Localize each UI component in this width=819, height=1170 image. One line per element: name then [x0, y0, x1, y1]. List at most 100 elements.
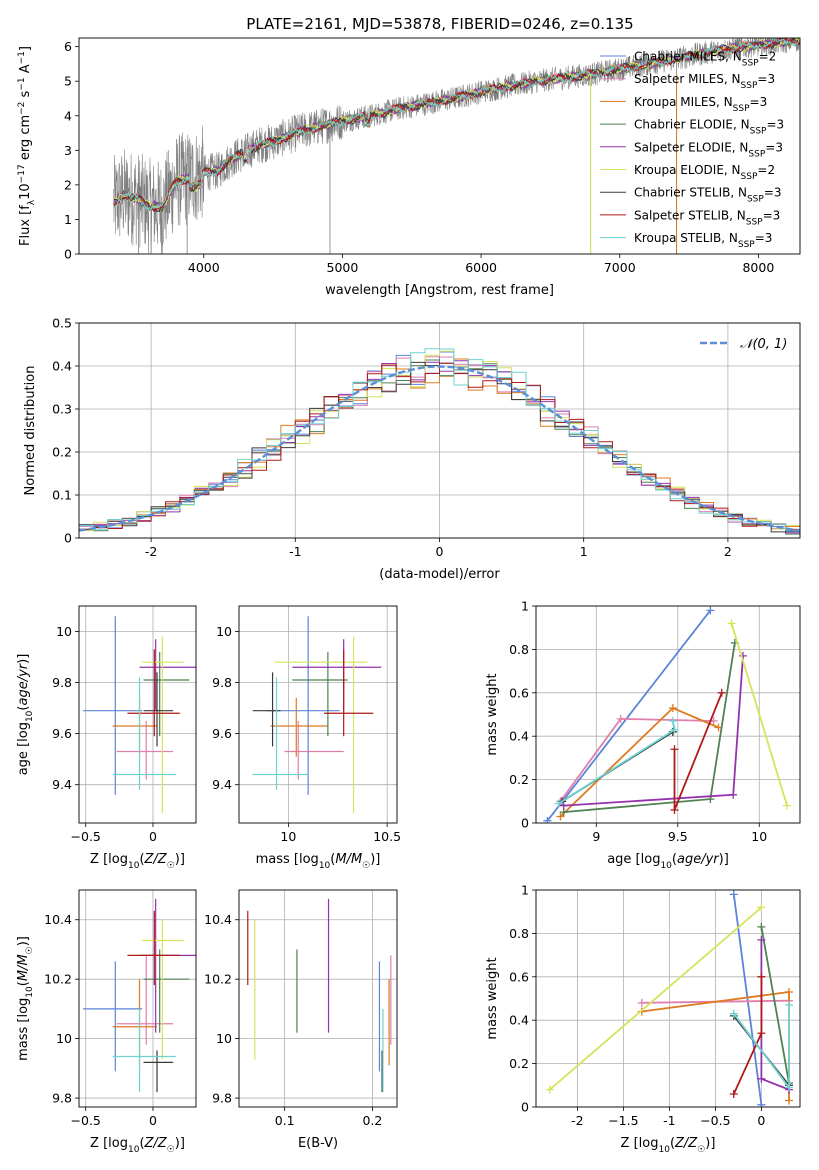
- line-kroupa-elodie: [545, 903, 766, 1094]
- y-axis-label: age [log10(age/yr)]: [16, 654, 35, 776]
- errorbar-salpeter-miles: [116, 720, 174, 780]
- plus-marker: [543, 816, 552, 823]
- y-tick-label: 0.6: [509, 685, 529, 700]
- errorbar-chabrier-elodie: [143, 651, 190, 737]
- y-tick-label: 0.5: [52, 316, 72, 331]
- x-tick-label: −1.5: [608, 1113, 638, 1128]
- axes-spectrum: 4000 5000 6000 7000 8000 0 1 2 3 4 5 6 wavelength [A…: [17, 37, 801, 298]
- plus-marker: [727, 619, 736, 628]
- y-tick-label: 10.2: [204, 972, 232, 987]
- y-tick-label: 9.8: [52, 675, 72, 690]
- frame-massweight-vs-age: [535, 605, 801, 824]
- x-axis-label: Z [log10(Z/Z☉)]: [621, 1136, 716, 1155]
- y-tick-label: 10: [56, 1031, 72, 1046]
- frame-residuals: [78, 322, 801, 539]
- x-axis-label: wavelength [Angstrom, rest frame]: [325, 283, 554, 298]
- errorbar-chabrier-stelib: [143, 1050, 174, 1093]
- y-tick-label: 0: [521, 816, 529, 831]
- y-tick-label: 0.4: [509, 1013, 529, 1028]
- histogram-kroupa-elodie: [79, 350, 800, 532]
- frame-age-vs-Z: [78, 605, 197, 824]
- gaussian-curve: [79, 365, 800, 532]
- data-spectrum-line: [113, 38, 800, 254]
- x-tick-label: 10: [280, 829, 296, 844]
- legend-label: Kroupa ELODIE, NSSP=2: [634, 163, 775, 182]
- line-kroupa-elodie: [727, 619, 791, 810]
- x-tick-label: 10.5: [373, 829, 401, 844]
- legend-label: Chabrier ELODIE, NSSP=3: [634, 118, 784, 137]
- histogram-kroupa-miles: [79, 358, 800, 527]
- x-axis-label: mass [log10(M/M☉)]: [256, 852, 381, 871]
- model-spectrum-line: [113, 38, 800, 212]
- y-tick-label: 9.8: [212, 675, 232, 690]
- age-vs-mass-plot-area: [252, 616, 382, 813]
- x-tick-label: 2: [724, 544, 732, 559]
- frame-mass-vs-ebv: [238, 889, 398, 1108]
- plus-marker: [757, 1074, 766, 1083]
- legend-label: Salpeter ELODIE, NSSP=3: [634, 140, 783, 159]
- y-tick-label: 2: [64, 177, 72, 192]
- plus-marker: [784, 987, 793, 996]
- plus-marker: [616, 714, 625, 723]
- axes-age-vs-Z: −0.5 0 9.4 9.6 9.8 10 Z [log10(Z/Z☉)] age [log1…: [16, 605, 197, 871]
- errorbar-salpeter-miles: [284, 720, 344, 780]
- massweight-vs-age-plot-area: [543, 606, 791, 823]
- errorbar-salpeter-stelib: [323, 649, 374, 737]
- mass-vs-Z-plot-area: [83, 898, 196, 1093]
- y-tick-label: 10: [216, 1031, 232, 1046]
- x-tick-label: 0: [436, 544, 444, 559]
- axes-age-vs-mass: 10 10.5 9.4 9.6 9.8 10 mass [log10(M/M☉)]: [212, 605, 401, 871]
- y-tick-label: 5: [64, 74, 72, 89]
- axes-mass-vs-ebv: 0.1 0.2 9.8 10 10.2 10.4 E(B-V): [204, 889, 398, 1151]
- axes-mass-vs-Z: −0.5 0 9.8 10 10.2 10.4 Z [log10(Z/Z☉)] mass [l…: [16, 889, 197, 1155]
- errorbar-kroupa-stelib: [112, 677, 176, 790]
- y-tick-label: 0: [64, 531, 72, 546]
- y-tick-label: 9.4: [52, 777, 72, 792]
- line-kroupa-stelib: [554, 717, 679, 808]
- y-tick-label: 10: [216, 624, 232, 639]
- x-tick-label: 9.5: [668, 829, 688, 844]
- errorbar-chabrier-miles: [83, 961, 143, 1072]
- y-axis-label: Flux [fλ10−17 erg cm−2 s−1 A−1]: [17, 46, 37, 246]
- plus-marker: [559, 801, 568, 810]
- y-tick-label: 0.2: [52, 445, 72, 460]
- y-tick-label: 0.8: [509, 926, 529, 941]
- spectrum-legend: Chabrier MILES, NSSP=2 Salpeter MILES, NS…: [600, 50, 784, 250]
- axes-residuals: -2 -1 0 1 2 0 0.1 0.2 0.3 0.4 0.5 (data-model)/erro…: [23, 316, 801, 582]
- plus-marker: [784, 1096, 793, 1105]
- plus-marker: [729, 790, 738, 799]
- x-tick-label: 0.1: [275, 1113, 295, 1128]
- y-tick-label: 0: [64, 247, 72, 262]
- y-tick-label: 0.2: [509, 1056, 529, 1071]
- x-tick-label: -2: [145, 544, 157, 559]
- x-tick-label: −0.5: [71, 1113, 101, 1128]
- line-chabrier-miles: [543, 606, 715, 823]
- mass-weight-line: [546, 609, 712, 822]
- histogram-salpeter-stelib: [79, 362, 800, 530]
- residuals-legend: 𝒩(0, 1): [700, 337, 787, 352]
- errorbar-kroupa-elodie: [142, 919, 184, 1060]
- x-tick-label: 8000: [742, 260, 774, 275]
- x-tick-label: 10: [751, 829, 767, 844]
- plus-marker: [757, 972, 766, 981]
- axes-massweight-vs-Z: -2 −1.5 -1 −0.5 0 0 0.2 0.4 0.6 0.8 1 Z [log10(Z/Z☉…: [485, 883, 801, 1155]
- legend-label: Kroupa STELIB, NSSP=3: [634, 231, 772, 250]
- y-tick-label: 9.6: [52, 726, 72, 741]
- plus-marker: [670, 725, 679, 734]
- histogram-kroupa-stelib: [79, 348, 800, 531]
- plus-marker: [670, 745, 679, 754]
- plus-marker: [706, 606, 715, 615]
- mass-weight-line: [549, 906, 762, 1091]
- mass-weight-line: [732, 894, 763, 1105]
- errorbar-kroupa-miles: [270, 697, 328, 757]
- x-axis-label: (data-model)/error: [379, 567, 500, 582]
- plus-marker: [729, 1009, 738, 1018]
- y-tick-label: 0.4: [52, 359, 72, 374]
- legend-label: Kroupa MILES, NSSP=3: [634, 95, 767, 114]
- legend-label: Chabrier STELIB, NSSP=3: [634, 186, 782, 205]
- y-tick-label: 0.8: [509, 642, 529, 657]
- plus-marker: [757, 903, 766, 912]
- legend-label: Salpeter STELIB, NSSP=3: [634, 208, 780, 227]
- y-tick-label: 0.4: [509, 729, 529, 744]
